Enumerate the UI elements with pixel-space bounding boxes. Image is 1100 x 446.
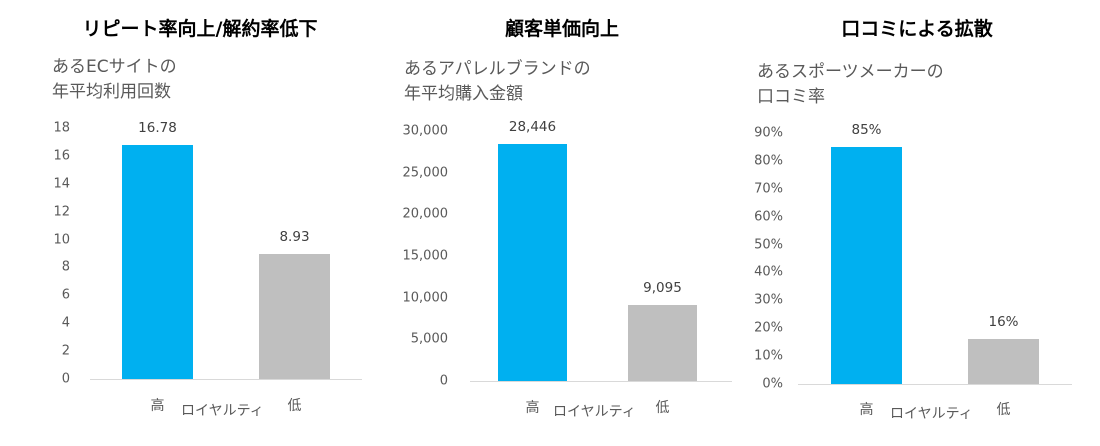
chart-title: リピート率向上/解約率低下 xyxy=(82,18,318,40)
category-label: 高 xyxy=(859,402,874,418)
category-label: 低 xyxy=(655,400,670,416)
chart-title: 顧客単価向上 xyxy=(504,18,620,40)
y-tick-label: 10 xyxy=(53,232,70,248)
category-label: 低 xyxy=(996,402,1011,418)
x-axis-title: ロイヤルティ xyxy=(890,406,973,422)
y-tick-label: 80% xyxy=(754,153,783,169)
y-tick-label: 20% xyxy=(754,320,783,336)
chart-subtitle: あるECサイトの xyxy=(52,57,177,77)
data-label: 85% xyxy=(851,121,882,138)
data-label: 9,095 xyxy=(643,280,682,297)
y-tick-label: 30% xyxy=(754,292,783,308)
y-tick-label: 8 xyxy=(61,259,70,275)
category-label: 高 xyxy=(150,398,165,414)
y-tick-label: 90% xyxy=(754,125,783,141)
y-tick-label: 0 xyxy=(439,373,448,389)
y-tick-label: 70% xyxy=(754,181,783,197)
y-tick-label: 0 xyxy=(61,371,70,387)
y-tick-label: 40% xyxy=(754,264,783,280)
chart-subtitle: あるアパレルブランドの xyxy=(404,59,591,79)
y-tick-label: 30,000 xyxy=(402,123,449,139)
chart-subtitle: 年平均購入金額 xyxy=(404,84,523,104)
y-tick-label: 60% xyxy=(754,209,783,225)
data-label: 16.78 xyxy=(138,120,177,136)
data-label: 8.93 xyxy=(279,229,310,246)
y-tick-label: 15,000 xyxy=(402,248,449,264)
y-tick-label: 0% xyxy=(762,376,783,392)
y-tick-label: 12 xyxy=(53,204,70,220)
y-tick-label: 10,000 xyxy=(402,290,449,306)
y-tick-label: 10% xyxy=(754,348,783,364)
bar-low xyxy=(259,254,330,379)
y-tick-label: 2 xyxy=(61,343,70,359)
y-tick-label: 14 xyxy=(53,176,70,192)
chart-subtitle: あるスポーツメーカーの xyxy=(757,62,944,82)
y-tick-label: 50% xyxy=(754,237,783,253)
y-tick-label: 18 xyxy=(53,120,70,136)
bar-low xyxy=(968,339,1039,384)
chart-title: 口コミによる拡散 xyxy=(841,18,993,40)
data-label: 16% xyxy=(988,314,1019,331)
x-axis-title: ロイヤルティ xyxy=(553,404,636,420)
x-axis-line xyxy=(90,379,362,380)
category-label: 低 xyxy=(287,398,302,414)
x-axis-line xyxy=(470,381,732,382)
chart-subtitle: 年平均利用回数 xyxy=(52,82,171,102)
bar-high xyxy=(831,146,902,384)
category-label: 高 xyxy=(525,400,540,416)
x-axis-title: ロイヤルティ xyxy=(181,403,264,419)
data-label: 28,446 xyxy=(508,118,557,135)
bar-low xyxy=(628,305,697,381)
y-tick-label: 5,000 xyxy=(410,331,448,347)
y-tick-label: 25,000 xyxy=(402,165,449,181)
y-tick-label: 4 xyxy=(61,315,70,331)
y-tick-label: 20,000 xyxy=(402,206,449,222)
chart-subtitle: 口コミ率 xyxy=(757,87,825,107)
x-axis-line xyxy=(798,384,1072,385)
bar-high xyxy=(122,145,193,379)
y-tick-label: 16 xyxy=(53,148,70,164)
y-tick-label: 6 xyxy=(61,287,70,303)
bar-high xyxy=(498,143,567,381)
